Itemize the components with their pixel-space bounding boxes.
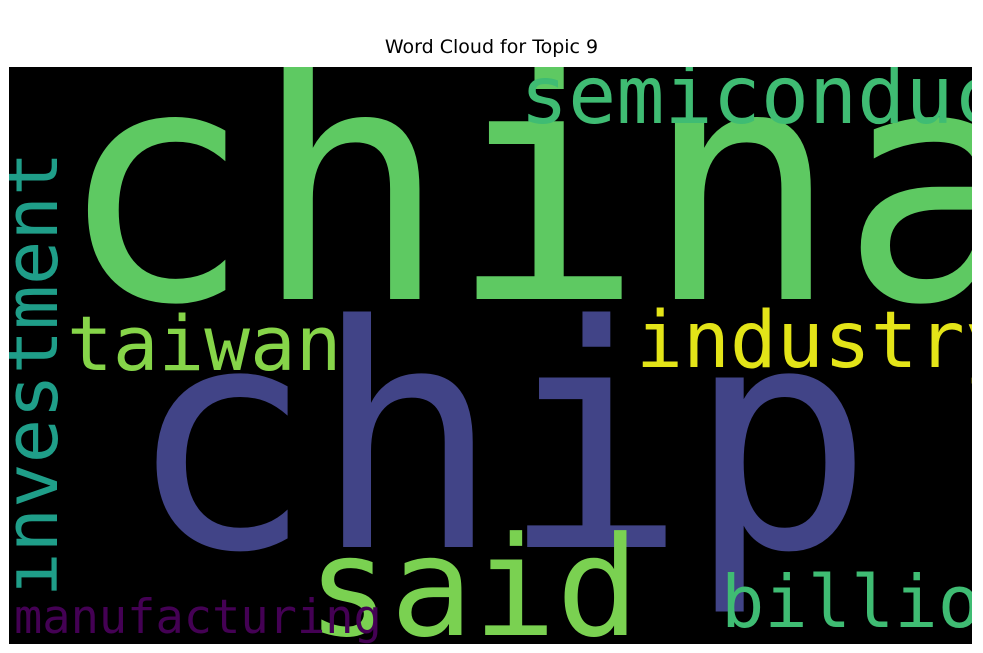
chart-title: Word Cloud for Topic 9	[384, 36, 599, 58]
word-china: china	[57, 67, 972, 376]
word-investment: investment	[9, 151, 75, 597]
word-industry: industry	[636, 296, 972, 386]
word-billion: billion	[721, 560, 972, 644]
word-manufacturing: manufacturing	[14, 590, 382, 644]
word-semiconductor: semiconductor	[520, 67, 972, 142]
word-said: said	[307, 507, 639, 644]
word-chip: chip	[127, 260, 874, 621]
word-taiwan: taiwan	[67, 299, 342, 388]
